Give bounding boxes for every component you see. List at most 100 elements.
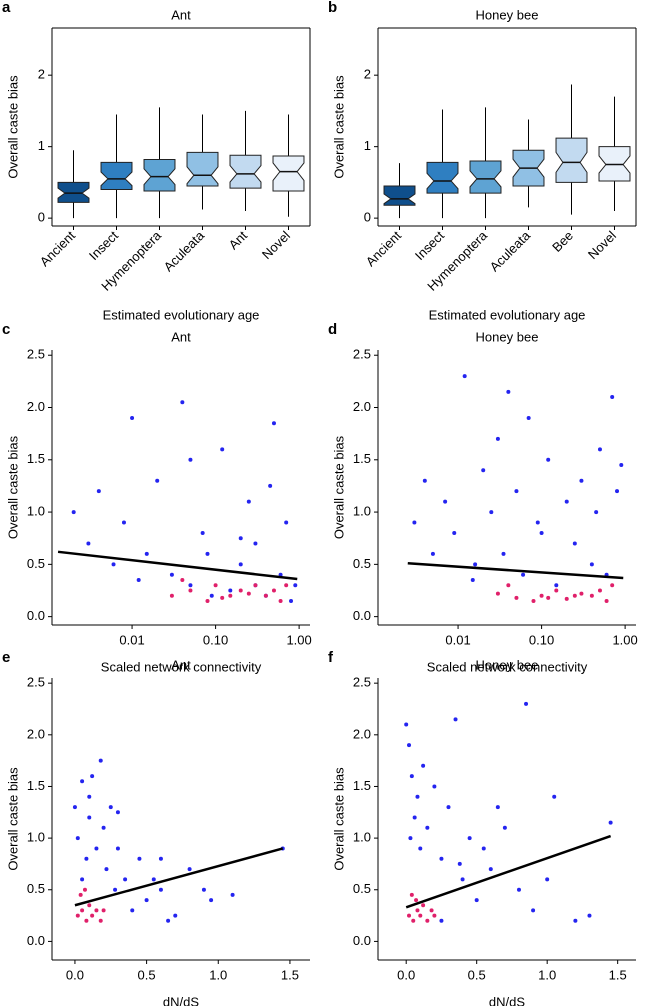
point xyxy=(94,846,99,851)
point xyxy=(539,530,544,535)
y-tick-label: 1.0 xyxy=(27,830,45,845)
y-tick-label: 2.5 xyxy=(27,347,45,362)
point xyxy=(589,562,594,567)
point xyxy=(108,805,113,810)
point xyxy=(422,478,427,483)
y-tick-label: 2.5 xyxy=(27,675,45,690)
point xyxy=(462,374,467,379)
point xyxy=(82,887,87,892)
point xyxy=(87,794,92,799)
point xyxy=(230,892,235,897)
point xyxy=(546,595,551,600)
trend-line xyxy=(57,550,298,581)
y-tick-label: 0.0 xyxy=(27,608,45,623)
point xyxy=(439,856,444,861)
x-tick-label: 0.5 xyxy=(468,967,486,982)
point xyxy=(610,395,615,400)
point xyxy=(151,877,156,882)
point xyxy=(180,400,185,405)
point xyxy=(619,463,624,468)
point xyxy=(564,499,569,504)
point xyxy=(432,913,437,918)
point xyxy=(111,562,116,567)
y-tick-label: 1.0 xyxy=(27,504,45,519)
point xyxy=(205,598,210,603)
point xyxy=(137,856,142,861)
y-tick-label: 1.0 xyxy=(353,830,371,845)
x-tick-label: Aculeata xyxy=(487,227,534,274)
point xyxy=(531,598,536,603)
point xyxy=(94,908,99,913)
x-tick-label: 1.00 xyxy=(612,632,637,647)
point xyxy=(253,583,258,588)
point xyxy=(155,478,160,483)
trend-line xyxy=(407,562,624,580)
box xyxy=(383,185,416,206)
point xyxy=(481,846,486,851)
point xyxy=(123,877,128,882)
point xyxy=(188,583,193,588)
point xyxy=(587,913,592,918)
point xyxy=(284,583,289,588)
point xyxy=(430,551,435,556)
x-tick-label: 0.0 xyxy=(397,967,415,982)
x-axis-label: Scaled network connectivity xyxy=(427,659,588,674)
point xyxy=(457,861,462,866)
point xyxy=(514,489,519,494)
point xyxy=(90,774,95,779)
x-tick-label: 1.0 xyxy=(209,967,227,982)
x-tick-label: Bee xyxy=(549,228,576,255)
y-axis-label: Overall caste bias xyxy=(5,435,20,539)
point xyxy=(289,598,294,603)
point xyxy=(552,794,557,799)
point xyxy=(495,436,500,441)
point xyxy=(84,856,89,861)
point xyxy=(488,867,493,872)
point xyxy=(425,825,430,830)
point xyxy=(467,836,472,841)
point xyxy=(238,588,243,593)
point xyxy=(80,779,85,784)
point xyxy=(71,510,76,515)
x-tick-label: 0.10 xyxy=(529,632,554,647)
point xyxy=(213,583,218,588)
point xyxy=(425,918,430,923)
point xyxy=(594,510,599,515)
point xyxy=(411,918,416,923)
point xyxy=(506,583,511,588)
point xyxy=(546,457,551,462)
x-tick-label: 1.5 xyxy=(609,967,627,982)
point xyxy=(418,846,423,851)
point xyxy=(173,913,178,918)
y-tick-label: 0.0 xyxy=(27,933,45,948)
x-tick-label: Ancient xyxy=(363,228,405,270)
point xyxy=(412,815,417,820)
x-tick-label: Ant xyxy=(226,228,251,253)
point xyxy=(228,593,233,598)
point xyxy=(220,447,225,452)
point xyxy=(572,593,577,598)
point xyxy=(201,887,206,892)
y-tick-label: 2.5 xyxy=(353,347,371,362)
point xyxy=(408,836,413,841)
y-tick-label: 1.5 xyxy=(353,778,371,793)
point xyxy=(531,908,536,913)
point xyxy=(246,591,251,596)
point xyxy=(96,489,101,494)
point xyxy=(80,877,85,882)
point xyxy=(495,591,500,596)
point xyxy=(421,903,426,908)
point xyxy=(238,536,243,541)
panel-label: e xyxy=(2,649,10,666)
point xyxy=(205,551,210,556)
point xyxy=(443,499,448,504)
point xyxy=(188,457,193,462)
x-tick-label: 1.00 xyxy=(286,632,311,647)
point xyxy=(579,591,584,596)
point xyxy=(404,722,409,727)
y-tick-label: 0.5 xyxy=(353,881,371,896)
box xyxy=(272,155,305,192)
point xyxy=(130,908,135,913)
point xyxy=(554,588,559,593)
